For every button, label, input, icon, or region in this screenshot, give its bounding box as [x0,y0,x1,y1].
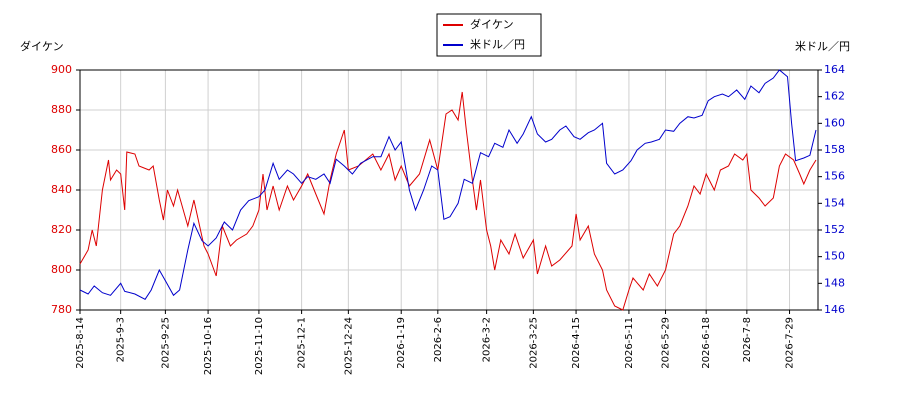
y2-tick-label: 156 [824,170,845,183]
x-tick-label: 2026-1-19 [396,317,407,369]
x-tick-label: 2025-9-3 [116,317,127,362]
x-tick-label: 2025-8-14 [75,317,86,369]
x-tick-label: 2026-7-8 [742,317,753,362]
series-line [79,91,817,311]
series-line [79,69,817,300]
y-tick-label: 820 [51,223,72,236]
y2-tick-label: 164 [824,63,845,76]
y2-tick-label: 162 [824,90,845,103]
y2-axis-title: 米ドル／円 [795,40,850,53]
y2-tick-label: 154 [824,196,845,209]
y2-tick-label: 148 [824,276,845,289]
x-tick-label: 2025-12-24 [343,317,354,375]
x-tick-label: 2026-7-29 [785,317,796,369]
y-axis-title: ダイケン [20,39,64,53]
legend-label: ダイケン [470,17,514,31]
y2-tick-label: 160 [824,116,845,129]
y-tick-label: 880 [51,103,72,116]
x-tick-label: 2026-3-25 [528,317,539,369]
y2-tick-label: 150 [824,250,845,263]
x-tick-label: 2026-5-11 [624,317,635,369]
y-tick-label: 780 [51,303,72,316]
x-tick-label: 2026-5-29 [661,317,672,369]
x-tick-label: 2025-10-16 [203,317,214,375]
x-tick-label: 2026-3-2 [482,317,493,362]
x-tick-label: 2025-9-25 [160,317,171,369]
y-tick-label: 900 [51,63,72,76]
y2-tick-label: 152 [824,223,845,236]
y-tick-label: 840 [51,183,72,196]
x-tick-label: 2026-6-18 [701,317,712,369]
y2-tick-label: 146 [824,303,845,316]
x-tick-label: 2026-2-6 [433,317,444,362]
y2-tick-label: 158 [824,143,845,156]
x-tick-label: 2026-4-15 [571,317,582,369]
y-tick-label: 860 [51,143,72,156]
y-tick-label: 800 [51,263,72,276]
x-tick-label: 2025-11-10 [254,317,265,375]
legend-label: 米ドル／円 [470,38,525,51]
legend [436,13,542,57]
x-tick-label: 2025-12-1 [297,317,308,369]
